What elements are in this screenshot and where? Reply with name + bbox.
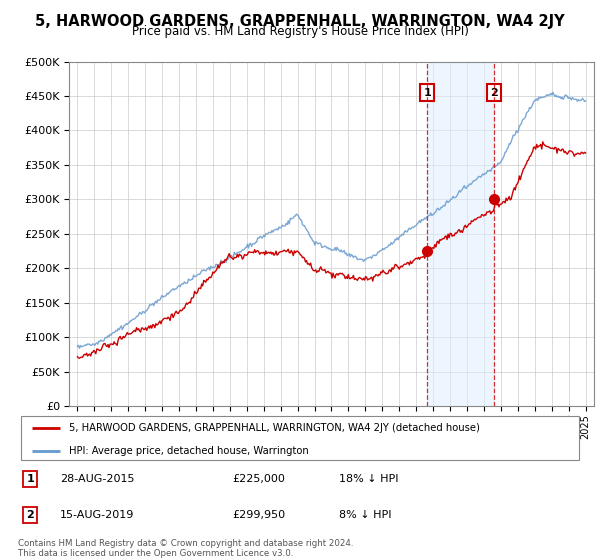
Text: 15-AUG-2019: 15-AUG-2019 [60, 510, 134, 520]
Text: 28-AUG-2015: 28-AUG-2015 [60, 474, 135, 484]
Text: 1: 1 [26, 474, 34, 484]
Bar [427, 62, 494, 406]
Text: 2: 2 [491, 87, 498, 97]
FancyBboxPatch shape [21, 416, 578, 460]
Text: 18% ↓ HPI: 18% ↓ HPI [340, 474, 399, 484]
Text: 5, HARWOOD GARDENS, GRAPPENHALL, WARRINGTON, WA4 2JY: 5, HARWOOD GARDENS, GRAPPENHALL, WARRING… [35, 14, 565, 29]
Text: 1: 1 [424, 87, 431, 97]
Text: 5, HARWOOD GARDENS, GRAPPENHALL, WARRINGTON, WA4 2JY (detached house): 5, HARWOOD GARDENS, GRAPPENHALL, WARRING… [69, 423, 479, 433]
Text: 8% ↓ HPI: 8% ↓ HPI [340, 510, 392, 520]
Text: HPI: Average price, detached house, Warrington: HPI: Average price, detached house, Warr… [69, 446, 308, 456]
Text: £299,950: £299,950 [232, 510, 286, 520]
Text: 2: 2 [26, 510, 34, 520]
Text: £225,000: £225,000 [232, 474, 285, 484]
Text: Price paid vs. HM Land Registry's House Price Index (HPI): Price paid vs. HM Land Registry's House … [131, 25, 469, 38]
Text: Contains HM Land Registry data © Crown copyright and database right 2024.
This d: Contains HM Land Registry data © Crown c… [18, 539, 353, 558]
